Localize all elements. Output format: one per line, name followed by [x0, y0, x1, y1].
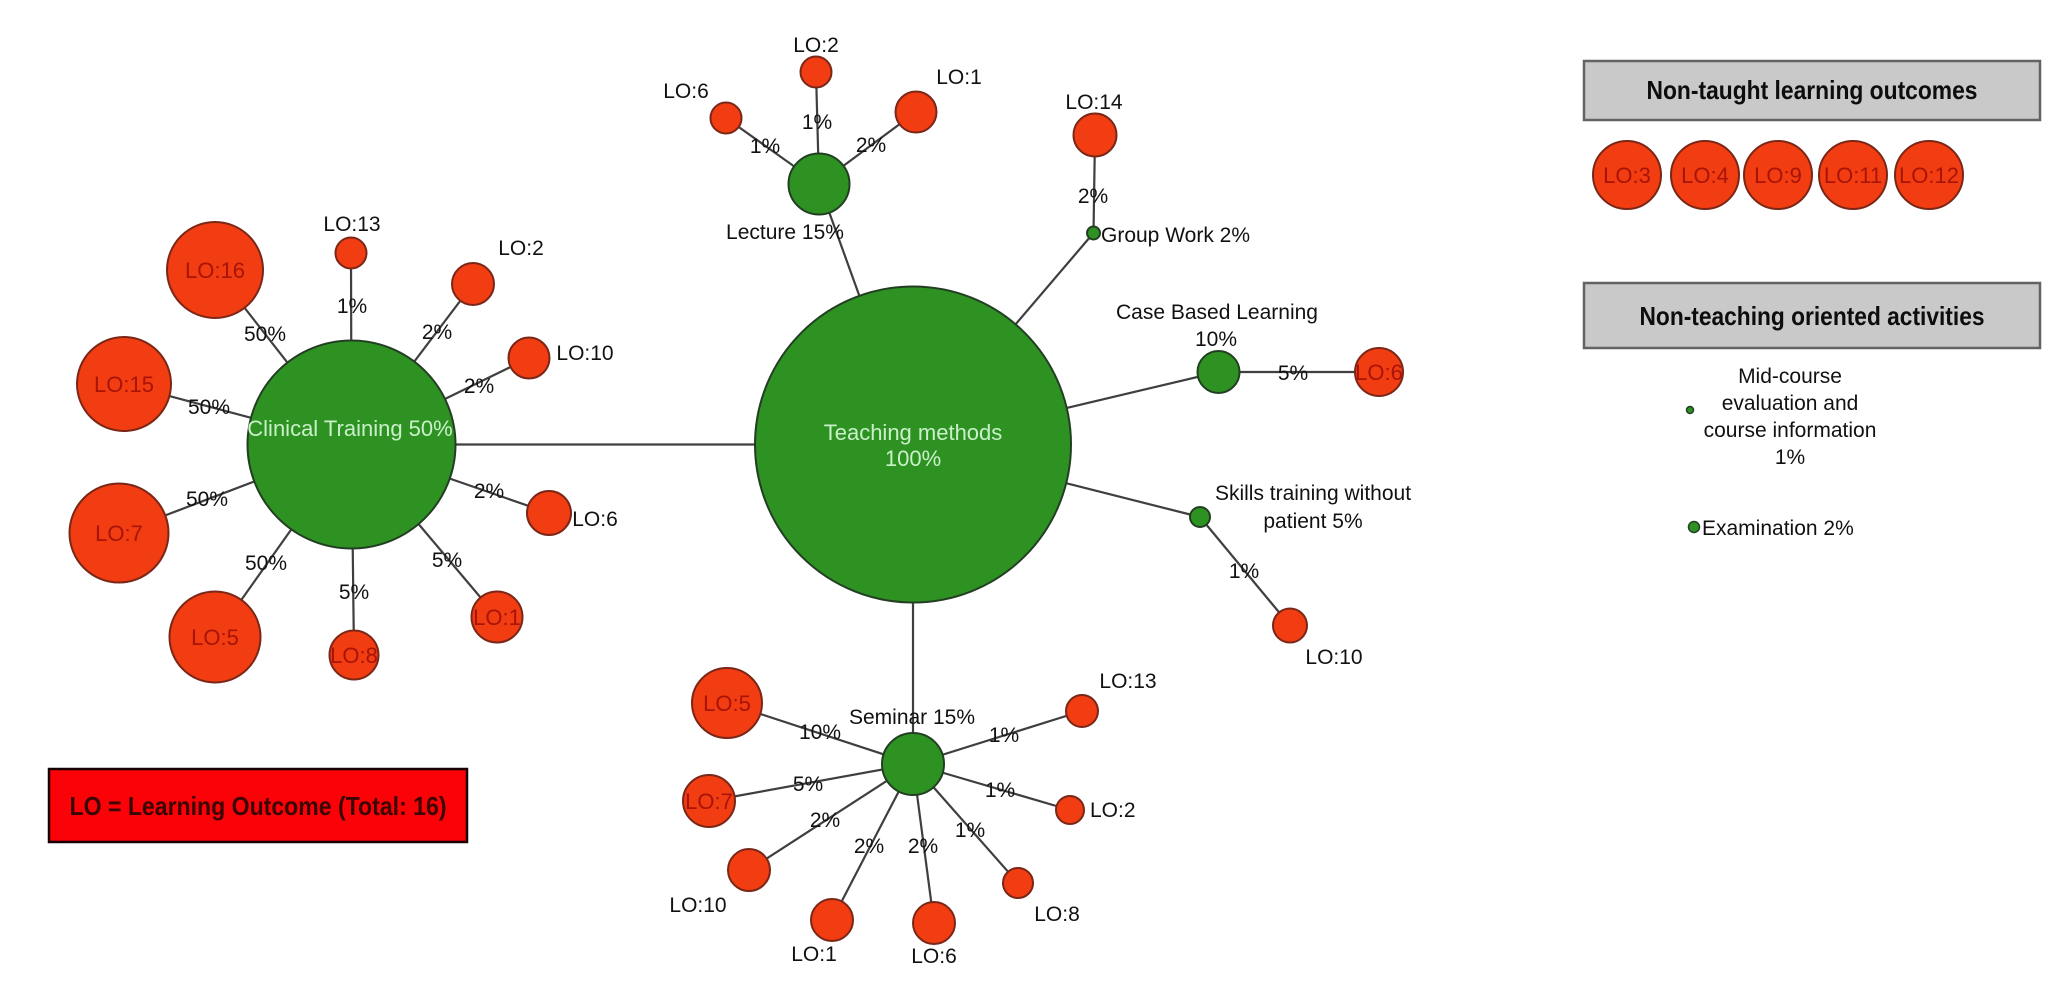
svg-text:Examination 2%: Examination 2% — [1702, 517, 1854, 540]
svg-text:LO:6: LO:6 — [911, 945, 957, 968]
svg-text:LO:12: LO:12 — [1899, 163, 1959, 188]
svg-text:LO:1: LO:1 — [473, 605, 521, 630]
svg-text:1%: 1% — [802, 111, 832, 134]
svg-text:LO:10: LO:10 — [1305, 646, 1362, 669]
svg-text:LO:15: LO:15 — [94, 372, 154, 397]
svg-text:1%: 1% — [955, 819, 985, 842]
svg-text:LO:7: LO:7 — [685, 789, 733, 814]
svg-text:LO:13: LO:13 — [323, 213, 380, 236]
svg-text:5%: 5% — [432, 549, 462, 572]
svg-text:LO:8: LO:8 — [330, 643, 378, 668]
svg-text:LO:2: LO:2 — [498, 237, 544, 260]
svg-text:LO:8: LO:8 — [1034, 903, 1080, 926]
svg-text:Teaching methods: Teaching methods — [824, 420, 1003, 445]
svg-text:evaluation and: evaluation and — [1722, 392, 1859, 415]
svg-text:1%: 1% — [1775, 446, 1805, 469]
svg-text:Case Based Learning: Case Based Learning — [1116, 301, 1318, 324]
svg-text:1%: 1% — [1229, 560, 1259, 583]
svg-text:Mid-course: Mid-course — [1738, 365, 1842, 388]
svg-text:1%: 1% — [985, 779, 1015, 802]
svg-text:LO:7: LO:7 — [95, 521, 143, 546]
svg-text:Non-teaching oriented activiti: Non-teaching oriented activities — [1640, 301, 1985, 331]
svg-text:LO:14: LO:14 — [1065, 91, 1123, 114]
svg-text:50%: 50% — [244, 323, 286, 346]
svg-text:LO:10: LO:10 — [669, 894, 726, 917]
svg-text:LO:5: LO:5 — [191, 625, 239, 650]
svg-text:Lecture 15%: Lecture 15% — [726, 221, 844, 244]
svg-text:2%: 2% — [422, 321, 452, 344]
svg-text:LO:11: LO:11 — [1824, 163, 1882, 188]
svg-text:5%: 5% — [339, 581, 369, 604]
svg-text:LO:2: LO:2 — [1090, 799, 1136, 822]
svg-text:LO:3: LO:3 — [1603, 163, 1651, 188]
svg-text:LO:6: LO:6 — [663, 80, 709, 103]
svg-text:LO:9: LO:9 — [1754, 163, 1802, 188]
svg-text:LO:16: LO:16 — [185, 258, 245, 283]
svg-text:2%: 2% — [856, 134, 886, 157]
svg-text:LO:13: LO:13 — [1099, 670, 1156, 693]
svg-text:2%: 2% — [908, 835, 938, 858]
svg-text:LO = Learning Outcome (Total:: LO = Learning Outcome (Total: 16) — [70, 791, 447, 821]
svg-text:LO:1: LO:1 — [936, 66, 982, 89]
svg-text:patient 5%: patient 5% — [1263, 510, 1362, 533]
svg-text:50%: 50% — [188, 396, 230, 419]
svg-text:10%: 10% — [1195, 328, 1237, 351]
svg-text:50%: 50% — [186, 488, 228, 511]
svg-text:LO:10: LO:10 — [556, 342, 613, 365]
svg-text:LO:1: LO:1 — [791, 943, 837, 966]
svg-text:LO:6: LO:6 — [572, 508, 618, 531]
svg-text:Clinical Training 50%: Clinical Training 50% — [247, 416, 452, 441]
svg-text:LO:6: LO:6 — [1355, 360, 1403, 385]
svg-text:5%: 5% — [1278, 362, 1308, 385]
svg-text:Group Work 2%: Group Work 2% — [1101, 224, 1250, 247]
svg-text:LO:2: LO:2 — [793, 34, 839, 57]
svg-text:1%: 1% — [750, 135, 780, 158]
svg-text:1%: 1% — [337, 295, 367, 318]
svg-text:LO:4: LO:4 — [1681, 163, 1729, 188]
svg-text:Non-taught learning outcomes: Non-taught learning outcomes — [1647, 75, 1978, 105]
svg-text:Skills training without: Skills training without — [1215, 482, 1411, 505]
svg-text:2%: 2% — [474, 480, 504, 503]
svg-text:1%: 1% — [989, 724, 1019, 747]
svg-text:Seminar 15%: Seminar 15% — [849, 706, 975, 729]
svg-text:100%: 100% — [885, 446, 941, 471]
svg-text:5%: 5% — [793, 773, 823, 796]
svg-text:10%: 10% — [799, 721, 841, 744]
svg-text:2%: 2% — [854, 835, 884, 858]
svg-text:2%: 2% — [464, 375, 494, 398]
svg-text:course information: course information — [1704, 419, 1877, 442]
svg-text:2%: 2% — [1078, 185, 1108, 208]
svg-text:2%: 2% — [810, 809, 840, 832]
svg-text:LO:5: LO:5 — [703, 691, 751, 716]
svg-text:50%: 50% — [245, 552, 287, 575]
